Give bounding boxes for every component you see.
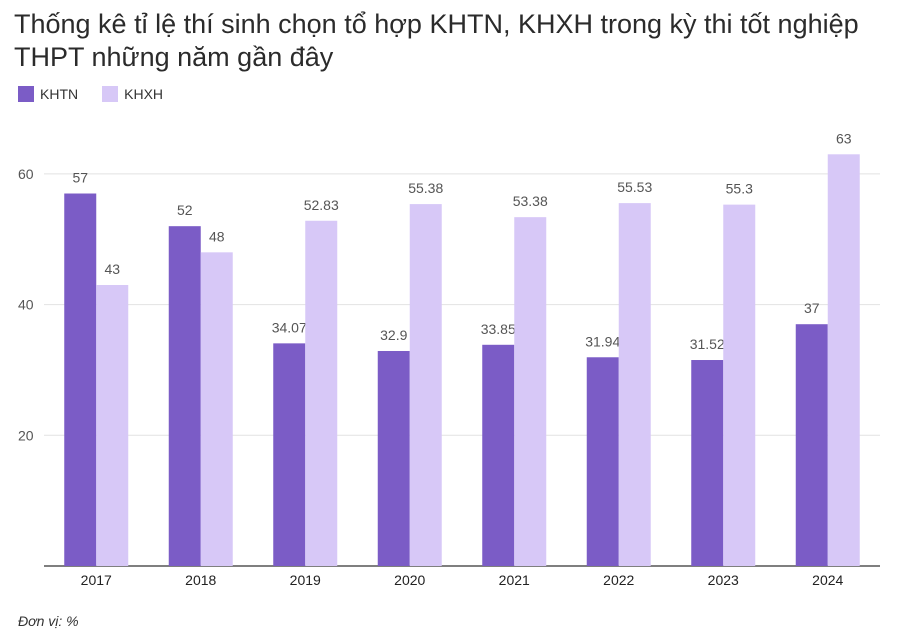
data-label-khxh-2022: 55.53 — [617, 179, 652, 195]
bar-khxh-2017 — [96, 284, 129, 566]
bar-khxh-2023 — [723, 204, 756, 566]
legend-swatch-khxh — [102, 86, 119, 102]
data-label-khtn-2023: 31.52 — [690, 336, 725, 352]
bar-khxh-2018 — [200, 252, 233, 566]
bar-khxh-2020 — [409, 204, 442, 566]
x-tick-label-2018: 2018 — [185, 572, 216, 588]
data-label-khxh-2021: 53.38 — [513, 193, 548, 209]
bar-khxh-2022 — [618, 203, 651, 566]
legend: KHTN KHXH — [18, 86, 187, 102]
data-label-khtn-2017: 57 — [72, 170, 88, 186]
legend-item-khxh: KHXH — [102, 86, 163, 102]
x-tick-label-2023: 2023 — [708, 572, 739, 588]
data-label-khtn-2018: 52 — [177, 202, 193, 218]
legend-swatch-khtn — [18, 86, 34, 102]
x-tick-label-2022: 2022 — [603, 572, 634, 588]
x-tick-label-2024: 2024 — [812, 572, 843, 588]
data-label-khtn-2022: 31.94 — [585, 333, 620, 349]
bar-khtn-2021 — [482, 344, 515, 566]
data-label-khtn-2024: 37 — [804, 300, 820, 316]
legend-item-khtn: KHTN — [18, 86, 78, 102]
bar-khtn-2017 — [64, 193, 97, 566]
data-label-khxh-2024: 63 — [836, 130, 852, 146]
data-label-khtn-2020: 32.9 — [380, 327, 407, 343]
bar-khtn-2018 — [168, 226, 201, 566]
bar-khtn-2020 — [377, 350, 410, 566]
bar-khtn-2024 — [795, 324, 828, 566]
y-tick-label-60: 60 — [18, 166, 34, 182]
bar-khtn-2019 — [273, 343, 306, 566]
y-tick-label-20: 20 — [18, 427, 34, 443]
bar-khxh-2024 — [827, 154, 860, 567]
unit-note: Đơn vị: % — [18, 613, 79, 629]
y-tick-label-40: 40 — [18, 297, 34, 313]
x-tick-label-2019: 2019 — [290, 572, 321, 588]
data-label-khxh-2019: 52.83 — [304, 197, 339, 213]
chart-title: Thống kê tỉ lệ thí sinh chọn tổ hợp KHTN… — [14, 9, 859, 72]
bar-khtn-2023 — [691, 360, 724, 566]
data-label-khtn-2019: 34.07 — [272, 319, 307, 335]
bar-khxh-2021 — [514, 217, 547, 567]
data-label-khxh-2023: 55.3 — [726, 181, 753, 197]
data-label-khtn-2021: 33.85 — [481, 321, 516, 337]
data-label-khxh-2017: 43 — [104, 261, 120, 277]
legend-label-khxh: KHXH — [124, 86, 164, 102]
legend-label-khtn: KHTN — [40, 86, 79, 102]
bar-khxh-2019 — [305, 220, 338, 566]
data-label-khxh-2020: 55.38 — [408, 180, 443, 196]
x-tick-label-2021: 2021 — [499, 572, 530, 588]
x-tick-label-2020: 2020 — [394, 572, 425, 588]
x-tick-label-2017: 2017 — [81, 572, 112, 588]
data-label-khxh-2018: 48 — [209, 228, 225, 244]
bar-khtn-2022 — [586, 357, 619, 566]
